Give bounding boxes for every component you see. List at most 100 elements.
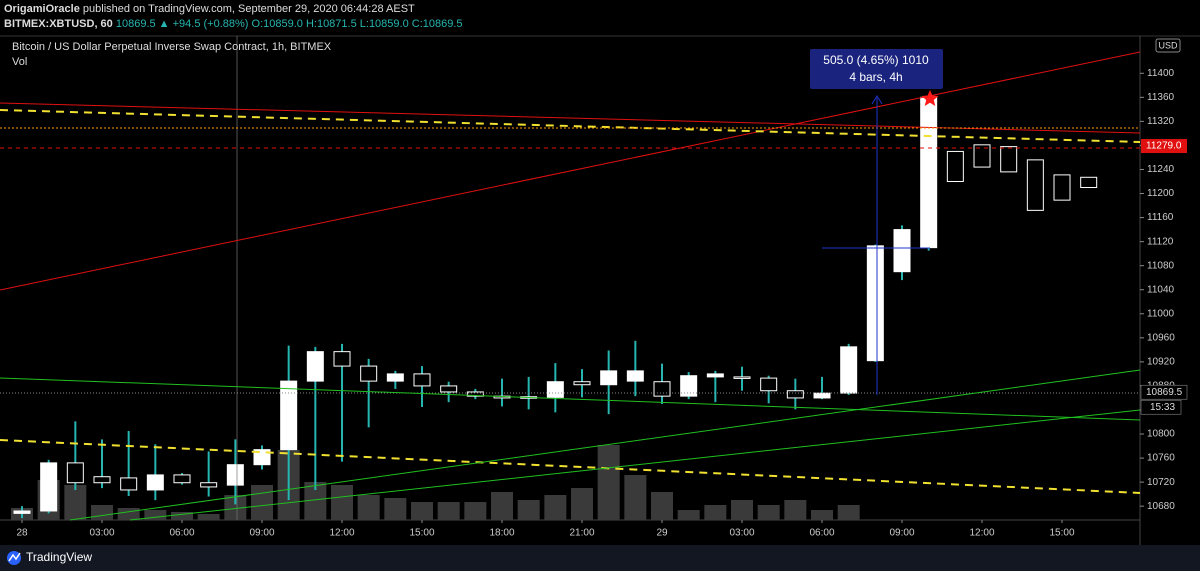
candle-body <box>600 370 618 386</box>
y-tick-label: 11080 <box>1147 260 1175 271</box>
y-tick-label: 10960 <box>1147 332 1175 343</box>
currency: USD <box>1158 40 1178 50</box>
candle-body <box>866 245 884 362</box>
volume-bar <box>224 495 247 520</box>
volume-bar <box>651 492 674 520</box>
volume-bar <box>571 488 594 520</box>
x-tick-label: 21:00 <box>569 528 594 539</box>
volume-bar <box>837 505 860 520</box>
x-tick-label: 12:00 <box>329 528 354 539</box>
volume-bar <box>731 500 754 520</box>
volume-bar <box>624 475 647 520</box>
candle-body <box>306 351 324 382</box>
candle-body <box>973 144 991 168</box>
y-tick-label: 10920 <box>1147 357 1175 368</box>
x-tick-label: 29 <box>656 528 668 539</box>
volume-bar <box>357 495 380 520</box>
y-tick-label: 11160 <box>1147 212 1174 223</box>
volume-bar <box>251 485 274 520</box>
header-line: BITMEX:XBTUSD, 60 10869.5 ▲ +94.5 (+0.88… <box>4 18 463 30</box>
volume-bar <box>304 482 327 520</box>
measure-text: 4 bars, 4h <box>849 70 902 84</box>
volume-bar <box>171 512 194 520</box>
volume-bar <box>491 492 514 520</box>
price-tag-label: 11279.0 <box>1146 141 1182 152</box>
volume-bar <box>757 505 780 520</box>
candle-body <box>280 380 298 451</box>
candle-body <box>1000 146 1018 173</box>
y-tick-label: 11240 <box>1147 164 1175 175</box>
measure-arrow <box>871 95 883 105</box>
y-tick-label: 11320 <box>1147 116 1175 127</box>
candle-body <box>653 381 671 397</box>
header-line: OrigamiOracle published on TradingView.c… <box>4 3 415 15</box>
drawings: 505.0 (4.65%) 1010 4 bars, 4h <box>0 36 1141 521</box>
candle-body <box>786 390 804 399</box>
trend-line <box>0 377 1141 421</box>
countdown-tag <box>1140 399 1182 415</box>
ohlc: O:10859.0 H:10871.5 L:10859.0 C:10869.5 <box>251 18 463 30</box>
price-tag <box>1140 384 1188 400</box>
x-tick-label: 18:00 <box>489 528 514 539</box>
candle-body <box>226 464 244 486</box>
symbol: BITMEX:XBTUSD, 60 <box>4 18 113 30</box>
x-tick-label: 28 <box>16 528 28 539</box>
published: published on TradingView.com, September … <box>82 3 415 15</box>
candle-body <box>733 376 751 379</box>
candle-body <box>573 381 591 386</box>
volume-label: Vol <box>12 56 27 68</box>
candle-body <box>413 373 431 387</box>
candle-body <box>386 373 404 382</box>
y-tick-label: 10760 <box>1147 453 1175 464</box>
volume-bar <box>197 514 220 520</box>
candle-body <box>1080 176 1098 189</box>
candle-body <box>546 381 564 398</box>
x-tick-label: 15:00 <box>409 528 434 539</box>
candle-body <box>333 351 351 367</box>
candle-body <box>66 462 84 484</box>
candle-body <box>893 229 911 273</box>
brand: TradingView <box>26 550 92 564</box>
candle-body <box>440 385 458 393</box>
candle-body <box>840 346 858 394</box>
volume-bar <box>811 510 834 520</box>
x-tick-label: 15:00 <box>1049 528 1074 539</box>
volume-bar <box>677 510 700 520</box>
star <box>921 90 939 106</box>
volume-bar <box>464 502 487 520</box>
currency-badge <box>1155 38 1181 53</box>
volume-bar <box>331 485 354 520</box>
y-tick-label: 11120 <box>1147 236 1174 247</box>
x-tick-label: 06:00 <box>169 528 194 539</box>
volume-bar <box>144 510 167 520</box>
trend-line <box>0 51 1141 291</box>
chart-title: Bitcoin / US Dollar Perpetual Inverse Sw… <box>12 41 332 53</box>
x-tick-label: 09:00 <box>249 528 274 539</box>
measure-text: 505.0 (4.65%) 1010 <box>823 53 929 67</box>
trend-line <box>129 409 1141 521</box>
volume-bar <box>437 502 460 520</box>
candle-body <box>920 96 938 249</box>
y-tick-label: 11040 <box>1147 284 1175 295</box>
candle-body <box>1053 174 1071 201</box>
y-tick-label: 10800 <box>1147 429 1175 440</box>
volume-bar <box>517 500 540 520</box>
candle-body <box>626 370 644 382</box>
footer <box>0 545 1200 571</box>
y-tick-label: 11000 <box>1147 308 1175 319</box>
x-tick-label: 03:00 <box>729 528 754 539</box>
trend-line <box>69 369 1141 521</box>
volume-bar <box>597 445 620 520</box>
candle-body <box>1026 159 1044 211</box>
x-tick-label: 12:00 <box>969 528 994 539</box>
y-tick-label: 11200 <box>1147 188 1175 199</box>
volume-bar <box>704 505 727 520</box>
candle-body <box>13 510 31 514</box>
candle-body <box>146 474 164 491</box>
volume-bar <box>64 485 87 520</box>
volume-bar <box>117 508 140 520</box>
x-tick-label: 03:00 <box>89 528 114 539</box>
candle-body <box>253 449 271 466</box>
candle-body <box>93 476 111 484</box>
